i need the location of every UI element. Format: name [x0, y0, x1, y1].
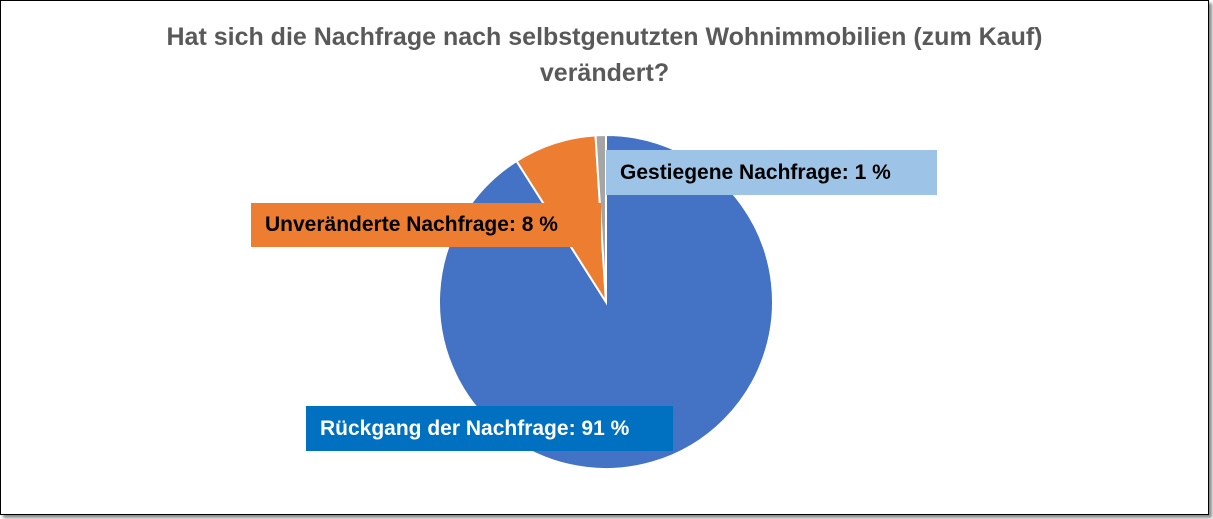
- data-label-unveraendert: Unveränderte Nachfrage: 8 %: [251, 203, 601, 247]
- data-label-gestiegen: Gestiegene Nachfrage: 1 %: [606, 150, 937, 195]
- chart-title-line-1: Hat sich die Nachfrage nach selbstgenutz…: [166, 23, 1043, 51]
- chart-title: Hat sich die Nachfrage nach selbstgenutz…: [1, 19, 1208, 91]
- data-label-rueckgang: Rückgang der Nachfrage: 91 %: [306, 406, 673, 451]
- chart-title-line-2: verändert?: [539, 59, 670, 87]
